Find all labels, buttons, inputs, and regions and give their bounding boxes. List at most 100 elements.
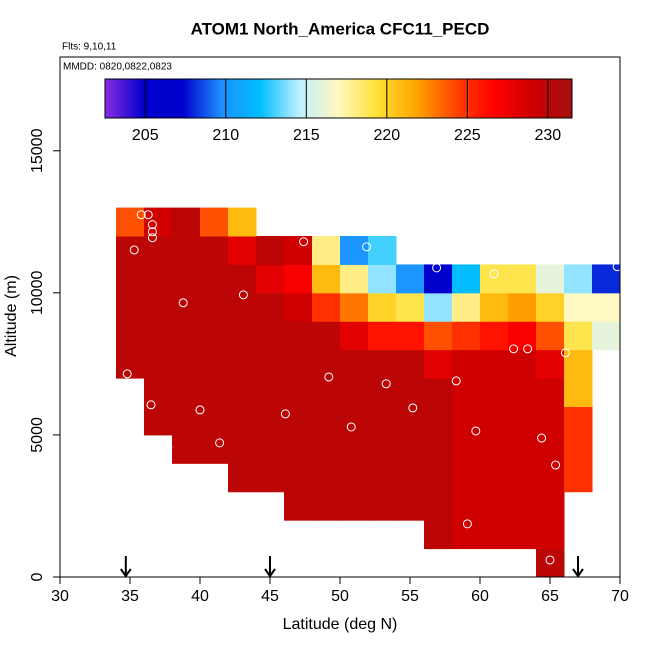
heat-cell bbox=[452, 406, 481, 436]
note: Flts: 9,10,11 bbox=[62, 42, 117, 53]
heat-cell bbox=[452, 491, 481, 521]
heat-cell bbox=[144, 236, 173, 265]
sample-point bbox=[129, 245, 139, 255]
heat-cell bbox=[256, 264, 285, 294]
heat-cell bbox=[284, 236, 313, 265]
heat-cell bbox=[368, 292, 397, 322]
heat-cell bbox=[284, 321, 313, 351]
heat-cell bbox=[424, 349, 453, 379]
heat-cell bbox=[368, 236, 397, 265]
heat-cell bbox=[564, 378, 593, 408]
heat-cell bbox=[424, 463, 453, 493]
heat-cell bbox=[228, 349, 257, 379]
heat-cell bbox=[340, 406, 369, 436]
sample-point bbox=[280, 409, 290, 419]
note: MMDD: 0820,0822,0823 bbox=[63, 62, 172, 73]
heat-cell bbox=[536, 548, 565, 578]
sample-point bbox=[136, 210, 146, 220]
heat-cell bbox=[508, 463, 537, 493]
sample-point bbox=[489, 269, 499, 279]
heat-cell bbox=[508, 491, 537, 521]
heat-cell bbox=[536, 321, 565, 351]
heat-cell bbox=[172, 236, 201, 265]
x-tick-label: 50 bbox=[331, 588, 349, 605]
heat-cell bbox=[256, 236, 285, 265]
heat-cell bbox=[312, 236, 341, 265]
heat-cell bbox=[256, 406, 285, 436]
heat-cell bbox=[480, 292, 509, 322]
heat-cell bbox=[200, 406, 229, 436]
colorbar-tick-label: 215 bbox=[293, 127, 320, 144]
heat-cell bbox=[536, 406, 565, 436]
heat-cell bbox=[536, 292, 565, 322]
heat-cell bbox=[452, 463, 481, 493]
heat-cell bbox=[368, 264, 397, 294]
heat-cell bbox=[452, 434, 481, 464]
heat-cell bbox=[284, 292, 313, 322]
sample-point bbox=[362, 242, 372, 252]
heat-cell bbox=[508, 321, 537, 351]
heat-cell bbox=[536, 264, 565, 294]
heat-cell bbox=[424, 292, 453, 322]
heat-cell bbox=[508, 378, 537, 408]
heat-cell bbox=[284, 434, 313, 464]
heat-cell bbox=[228, 321, 257, 351]
heat-cell bbox=[312, 491, 341, 521]
arrow bbox=[572, 556, 584, 578]
sample-point bbox=[551, 460, 561, 470]
heat-cell bbox=[592, 264, 621, 294]
x-tick-label: 35 bbox=[121, 588, 139, 605]
heat-cell bbox=[564, 264, 593, 294]
heat-cell bbox=[340, 264, 369, 294]
y-tick-label: 5000 bbox=[29, 417, 46, 453]
heat-cell bbox=[256, 463, 285, 493]
heat-cell bbox=[508, 406, 537, 436]
heat-cell bbox=[312, 292, 341, 322]
heat-cell bbox=[256, 378, 285, 408]
heat-cell bbox=[200, 349, 229, 379]
x-tick-label: 40 bbox=[191, 588, 209, 605]
sample-point bbox=[147, 233, 157, 243]
heat-cell bbox=[452, 349, 481, 379]
heat-cell bbox=[312, 434, 341, 464]
heat-cell bbox=[536, 434, 565, 464]
heat-cell bbox=[536, 349, 565, 379]
heat-cell bbox=[200, 434, 229, 464]
heat-cell bbox=[536, 491, 565, 521]
heat-cell bbox=[368, 463, 397, 493]
y-axis-label: Altitude (m) bbox=[3, 275, 20, 357]
heat-cell bbox=[368, 321, 397, 351]
heat-cell bbox=[284, 264, 313, 294]
heat-cell bbox=[256, 321, 285, 351]
heat-cell bbox=[172, 321, 201, 351]
heat-cell bbox=[228, 463, 257, 493]
heat-cell bbox=[368, 406, 397, 436]
sample-point bbox=[432, 263, 442, 273]
heat-cell bbox=[284, 378, 313, 408]
y-tick-label: 0 bbox=[29, 572, 46, 581]
colorbar-tick-label: 210 bbox=[212, 127, 239, 144]
heat-cell bbox=[592, 321, 621, 351]
arrow bbox=[119, 556, 132, 578]
sample-point bbox=[178, 298, 188, 308]
heat-cell bbox=[144, 264, 173, 294]
sample-point bbox=[471, 426, 481, 436]
heat-cell bbox=[340, 236, 369, 265]
sample-point bbox=[560, 348, 570, 358]
heat-cell bbox=[480, 434, 509, 464]
arrow bbox=[264, 556, 276, 578]
heat-cell bbox=[172, 292, 201, 322]
sample-point bbox=[462, 519, 472, 529]
heat-cell bbox=[564, 292, 593, 322]
heat-cell bbox=[536, 378, 565, 408]
heat-cell bbox=[116, 207, 145, 237]
sample-point bbox=[143, 210, 153, 220]
heat-cell bbox=[256, 292, 285, 322]
heat-cell bbox=[200, 378, 229, 408]
sample-point bbox=[346, 422, 356, 432]
heat-cell bbox=[452, 264, 481, 294]
heat-cell bbox=[480, 520, 509, 550]
heat-cell bbox=[200, 321, 229, 351]
heat-cell bbox=[284, 349, 313, 379]
